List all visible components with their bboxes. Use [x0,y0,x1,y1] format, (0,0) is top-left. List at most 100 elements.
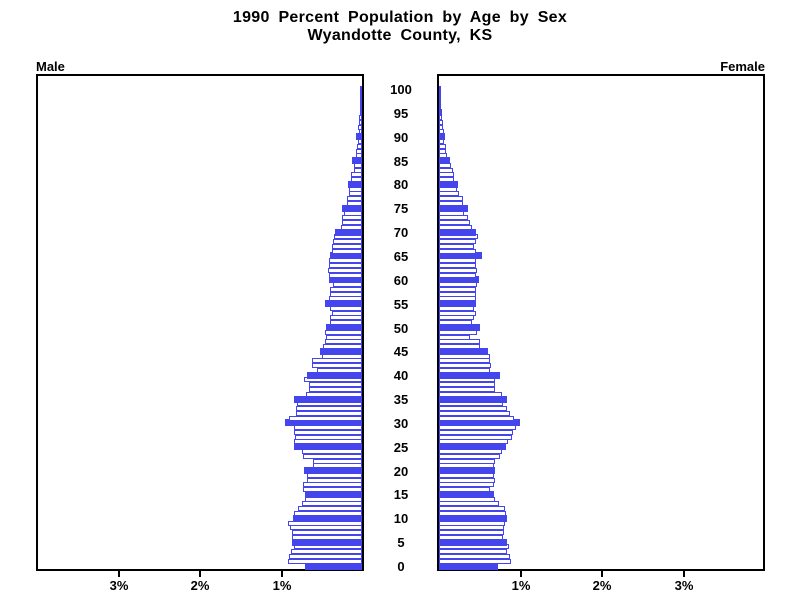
male-bar-age-42 [312,363,362,368]
female-3pct-tick [683,571,685,577]
female-bar-age-15 [439,491,494,498]
male-bar-age-32 [296,411,362,416]
female-panel-top-border [437,74,765,76]
male-bar-age-95 [360,109,362,116]
male-bar-age-88 [357,144,362,149]
male-bar-age-87 [356,149,362,154]
female-bar-age-70 [439,229,476,236]
male-bar-age-38 [309,382,362,387]
age-tick-label-10: 10 [393,511,409,526]
male-1pct-tick [281,571,283,577]
female-bar-age-85 [439,157,450,164]
age-tick-label-20: 20 [393,464,409,479]
male-bar-age-20 [304,467,362,474]
female-1pct-tick [520,571,522,577]
male-bar-age-12 [298,506,362,511]
male-bar-age-31 [289,416,362,421]
male-bar-age-80 [348,181,362,188]
male-bar-age-40 [307,372,362,379]
male-bar-age-61 [329,273,362,278]
female-bar-age-63 [439,263,476,268]
female-bar-age-35 [439,396,507,403]
female-3pct-tick-label: 3% [674,578,694,593]
age-tick-label-80: 80 [393,177,409,192]
female-bar-age-7 [439,530,504,535]
age-tick-label-60: 60 [393,273,409,288]
male-bar-age-68 [333,239,362,244]
age-tick-label-50: 50 [393,321,409,336]
male-bar-age-85 [352,157,362,164]
male-bar-age-37 [309,387,362,392]
female-bar-age-25 [439,443,506,450]
female-bar-age-30 [439,419,520,426]
male-bar-age-81 [351,177,362,182]
female-bar-age-10 [439,515,507,522]
male-1pct-tick-label: 1% [272,578,292,593]
female-bar-age-32 [439,411,510,416]
female-bar-age-41 [439,368,490,373]
male-bar-age-65 [330,252,362,259]
female-bar-age-57 [439,292,476,297]
male-bar-age-2 [289,554,362,559]
female-bar-age-95 [439,109,442,116]
female-bar-age-88 [439,144,446,149]
age-tick-label-0: 0 [397,559,405,574]
female-bar-age-87 [439,149,446,154]
female-bar-age-0 [439,563,498,570]
male-bar-age-63 [329,263,362,268]
female-bar-age-38 [439,382,495,387]
male-bar-age-10 [293,515,362,522]
female-bar-age-2 [439,554,510,559]
male-bar-age-71 [341,225,362,230]
male-axis-label: Male [36,59,65,74]
female-bar-age-1 [439,559,511,564]
female-axis-label: Female [720,59,765,74]
male-bar-age-67 [332,244,362,249]
female-bar-age-75 [439,205,468,212]
male-panel-left-border [36,74,38,571]
female-1pct-tick-label: 1% [511,578,531,593]
female-bar-age-33 [439,406,507,411]
female-bar-age-72 [439,220,470,225]
age-tick-label-45: 45 [393,344,409,359]
male-bar-age-25 [294,443,362,450]
female-bar-age-45 [439,348,488,355]
male-bar-age-60 [329,276,362,283]
female-bar-age-71 [439,225,472,230]
male-bar-age-1 [288,559,362,564]
male-bar-age-83 [354,168,362,173]
male-bar-age-11 [294,511,362,516]
male-bar-age-77 [347,196,362,201]
male-bar-age-36 [306,392,362,397]
male-bar-age-3 [291,549,362,554]
female-bar-age-23 [439,454,500,459]
age-tick-label-100: 100 [390,82,412,97]
female-bar-age-16 [439,487,490,492]
age-tick-label-75: 75 [393,201,409,216]
female-2pct-tick-label: 2% [592,578,612,593]
male-bar-age-72 [342,220,362,225]
female-bar-age-61 [439,273,476,278]
female-bar-age-66 [439,249,476,254]
female-bar-age-22 [439,459,495,464]
male-bar-age-0 [305,563,362,570]
age-tick-label-25: 25 [393,440,409,455]
male-bar-age-51 [330,320,362,325]
male-bar-age-41 [317,368,362,373]
female-panel-bottom-border [437,569,765,571]
female-bar-age-51 [439,320,472,325]
female-bars-panel [439,74,765,571]
female-bar-age-62 [439,268,477,273]
female-bar-age-37 [439,387,495,392]
male-bar-age-7 [292,530,362,535]
female-panel-right-border [763,74,765,571]
male-bar-age-53 [332,311,362,316]
age-tick-label-15: 15 [393,487,409,502]
female-bar-age-97 [439,101,441,106]
female-bar-age-55 [439,300,476,307]
female-bar-age-20 [439,467,495,474]
male-zero-axis-line [362,74,364,571]
female-bar-age-5 [439,539,507,546]
female-2pct-tick [601,571,603,577]
male-bar-age-18 [307,478,362,483]
